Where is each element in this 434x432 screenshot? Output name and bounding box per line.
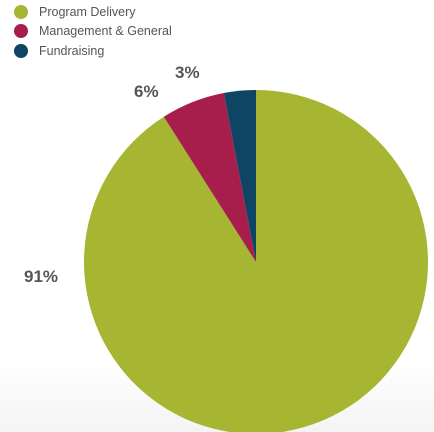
legend-swatch-program-delivery [14,4,28,19]
slice-label-management-general: 6% [134,82,159,101]
legend-label-program-delivery: Program Delivery [39,4,136,19]
pie-labels: 91% 6% 3% [24,63,200,286]
chart-legend: Program Delivery Management & General Fu… [14,2,172,61]
legend-item-fundraising: Fundraising [14,41,172,61]
slice-label-program-delivery: 91% [24,267,58,286]
pie-slice-program-delivery [84,90,428,432]
legend-swatch-management-general [14,24,28,39]
legend-label-management-general: Management & General [39,24,172,39]
slice-label-fundraising: 3% [175,63,200,82]
pie-slice-fundraising [223,90,256,262]
pie-slices [84,90,428,432]
legend-swatch-fundraising [14,43,28,58]
legend-item-program-delivery: Program Delivery [14,2,172,22]
pie-slice-management-general [163,93,256,262]
legend-label-fundraising: Fundraising [39,43,105,58]
legend-item-management-general: Management & General [14,22,172,42]
